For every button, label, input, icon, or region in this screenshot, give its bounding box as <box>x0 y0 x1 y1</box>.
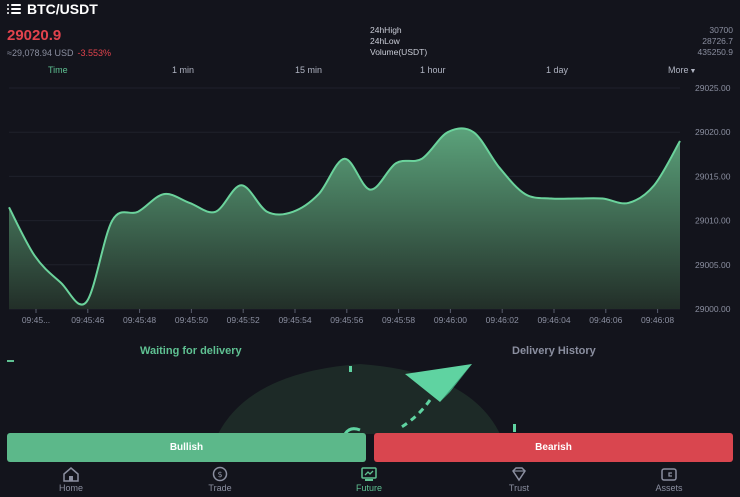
x-tick-label: 09:46:08 <box>641 315 674 325</box>
trade-icon: $ <box>212 466 228 482</box>
nav-trade[interactable]: $ Trade <box>190 466 250 493</box>
nav-assets[interactable]: Assets <box>639 466 699 493</box>
nav-trust[interactable]: Trust <box>489 466 549 493</box>
price-change: -3.553% <box>77 48 112 58</box>
tab-delivery-history[interactable]: Delivery History <box>512 345 596 357</box>
pair-title: BTC/USDT <box>27 1 98 17</box>
y-tick-label: 29025.00 <box>695 83 731 93</box>
stat-label-low: 24hLow <box>370 36 400 46</box>
price-area <box>9 128 680 309</box>
x-tick-label: 09:46:02 <box>486 315 519 325</box>
bullish-button[interactable]: Bullish <box>7 433 366 462</box>
bottom-nav: Home $ Trade Future Trust Assets <box>0 466 740 497</box>
tab-indicator <box>7 360 14 362</box>
nav-home-label: Home <box>58 483 83 493</box>
x-tick-label: 09:45:56 <box>330 315 363 325</box>
y-axis: 29025.00 29020.00 29015.00 29010.00 29005.00… <box>695 83 731 314</box>
nav-trust-label: Trust <box>508 483 530 493</box>
x-tick-label: 09:45:48 <box>123 315 156 325</box>
nav-future-label: Future <box>355 483 382 493</box>
x-tick-label: 09:45... <box>22 315 50 325</box>
stats-labels: 24hHigh 24hLow Volume(USDT) <box>370 25 427 58</box>
timeframe-1min[interactable]: 1 min <box>172 65 195 75</box>
timeframe-15min[interactable]: 15 min <box>295 65 323 75</box>
caret-down-icon: ▼ <box>689 68 697 75</box>
empty-state-illustration <box>218 364 516 434</box>
bearish-button[interactable]: Bearish <box>374 433 733 462</box>
assets-icon <box>661 468 677 481</box>
y-tick-label: 29000.00 <box>695 304 731 314</box>
nav-home[interactable]: Home <box>41 466 101 493</box>
x-tick-label: 09:45:46 <box>71 315 104 325</box>
svg-text:$: $ <box>217 470 222 479</box>
price-line <box>8 127 681 306</box>
trust-icon <box>512 467 526 482</box>
x-tick-label: 09:45:54 <box>278 315 311 325</box>
x-tick-label: 09:45:58 <box>382 315 415 325</box>
home-icon <box>63 467 79 482</box>
stat-label-high: 24hHigh <box>370 25 402 35</box>
stats-values: 30700 28726.7 435250.9 <box>698 25 733 58</box>
x-tick-label: 09:46:04 <box>537 315 570 325</box>
last-price: 29020.9 <box>7 27 62 44</box>
timeframe-1day[interactable]: 1 day <box>546 65 569 75</box>
x-tick-label: 09:46:00 <box>434 315 467 325</box>
stat-value-low: 28726.7 <box>702 36 733 46</box>
timeframe-more[interactable]: More▼ <box>668 65 696 75</box>
stat-label-volume: Volume(USDT) <box>370 47 428 57</box>
future-icon <box>361 467 377 481</box>
y-tick-label: 29020.00 <box>695 127 731 137</box>
y-tick-label: 29015.00 <box>695 171 731 181</box>
x-axis: 09:45... 09:45:46 09:45:48 09:45:50 09:45:52… <box>22 309 674 325</box>
usd-value: ≈29,078.94 USD <box>7 48 74 58</box>
header: BTC/USDT <box>7 1 98 17</box>
x-tick-label: 09:45:50 <box>175 315 208 325</box>
timeframe-1hour[interactable]: 1 hour <box>420 65 446 75</box>
nav-assets-label: Assets <box>655 483 683 493</box>
tab-waiting-for-delivery[interactable]: Waiting for delivery <box>140 345 242 357</box>
timeframe-time[interactable]: Time <box>48 65 68 75</box>
x-tick-label: 09:46:06 <box>589 315 622 325</box>
stat-value-high: 30700 <box>709 25 733 35</box>
price-chart[interactable]: 29025.00 29020.00 29015.00 29010.00 29005.00… <box>0 78 740 340</box>
x-tick-label: 09:45:52 <box>227 315 260 325</box>
menu-icon[interactable] <box>7 3 21 15</box>
timeframe-more-label: More <box>668 65 689 75</box>
paper-plane-icon <box>405 364 472 402</box>
nav-future[interactable]: Future <box>339 466 399 493</box>
nav-trade-label: Trade <box>208 483 232 493</box>
stat-value-volume: 435250.9 <box>697 47 733 57</box>
price-subline: ≈29,078.94 USD -3.553% <box>7 48 111 58</box>
y-tick-label: 29010.00 <box>695 216 731 226</box>
y-tick-label: 29005.00 <box>695 260 731 270</box>
